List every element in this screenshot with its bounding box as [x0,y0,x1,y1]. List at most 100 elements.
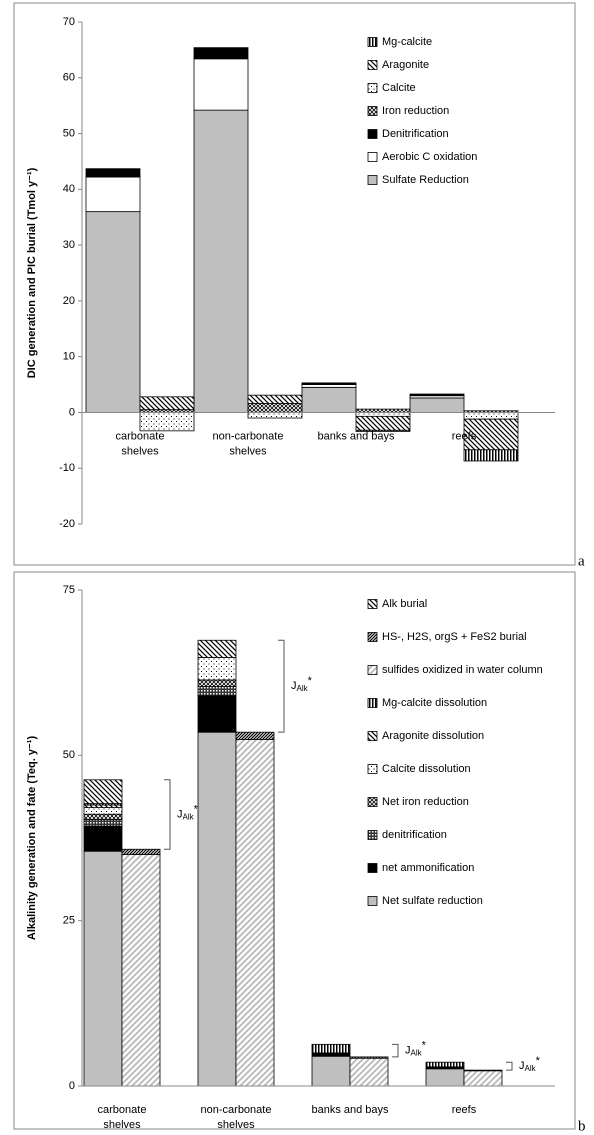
x-tick-label: non-carbonate [201,1104,272,1116]
y-tick-label: 50 [63,127,75,139]
panel-label: b [578,1118,586,1134]
x-tick-label: banks and bays [317,430,395,442]
legend-swatch [367,797,378,807]
legend-label: Aerobic C oxidation [382,151,477,163]
bar-segment [355,415,411,431]
y-tick-label: 50 [63,749,75,761]
y-tick-label: 75 [63,584,75,596]
annotation-sup: * [308,675,313,687]
annotation-sub: Alk [525,1064,537,1073]
legend-label: Mg-calcite [382,36,432,48]
bar-segment [463,1070,503,1087]
annotation-text: J [519,1060,525,1072]
legend-swatch [367,60,378,70]
bar-segment [409,397,465,413]
bar-segment [235,739,275,1087]
legend-swatch [367,665,378,675]
bar-segment [85,176,141,213]
x-tick-label: banks and bays [311,1104,389,1116]
annotation-sup: * [194,803,199,815]
bar-segment [121,854,161,1087]
legend-swatch [367,106,378,116]
legend-label: Calcite [382,82,416,94]
annotation: JAlk* [177,803,199,821]
bar-segment [235,731,275,740]
annotation: JAlk* [405,1040,427,1058]
legend-swatch [367,129,378,139]
annotation: JAlk* [519,1055,541,1073]
bar-segment [197,695,237,733]
bar-segment [139,412,195,432]
bracket [278,639,285,733]
legend-swatch [367,632,378,642]
bar-segment [355,408,411,413]
bar-segment [301,382,357,385]
legend-swatch [367,731,378,741]
bar-segment [83,813,123,820]
legend-label: Calcite dissolution [382,763,471,775]
x-tick-label: shelves [121,445,159,457]
bar-segment [355,412,411,417]
y-tick-label: 20 [63,295,75,307]
bar-segment [139,396,195,411]
bar-segment [197,657,237,681]
y-tick-label: 10 [63,351,75,363]
bar-segment [311,1052,351,1057]
panel-label: a [578,553,585,569]
annotation-text: J [405,1045,411,1057]
bar-segment [463,449,519,462]
legend-swatch [367,698,378,708]
annotation-sup: * [536,1055,541,1067]
annotation-sub: Alk [411,1049,423,1058]
legend-swatch [367,896,378,906]
x-tick-label: reefs [452,1104,477,1116]
bracket [506,1061,513,1071]
bar-segment [197,731,237,1087]
y-tick-label: 25 [63,915,75,927]
legend-label: Iron reduction [382,105,449,117]
bar-segment [425,1061,465,1068]
bar-segment [349,1057,389,1087]
bar-segment [197,686,237,697]
annotation-text: J [291,680,297,692]
legend-label: Alk burial [382,598,427,610]
y-tick-label: 40 [63,183,75,195]
legend-swatch [367,830,378,840]
bar-segment [85,168,141,178]
bar-segment [193,58,249,111]
bar-segment [83,819,123,827]
bracket [392,1043,399,1058]
legend-swatch [367,37,378,47]
legend-label: Net iron reduction [382,796,469,808]
x-tick-label: non-carbonate [213,430,284,442]
bar-segment [355,429,411,432]
legend-label: Denitrification [382,128,449,140]
bar-segment [247,403,303,413]
legend-swatch [367,83,378,93]
bar-segment [197,679,237,687]
y-tick-label: 70 [63,16,75,28]
bar-segment [85,211,141,413]
legend-label: net ammonification [382,862,474,874]
legend-label: denitrification [382,829,447,841]
legend-label: sulfides oxidized in water column [382,664,543,676]
x-tick-label: shelves [217,1119,255,1131]
legend-swatch [367,152,378,162]
bar-segment [83,807,123,815]
bar-segment [121,848,161,855]
x-tick-label: shelves [103,1119,141,1131]
bar-segment [311,1043,351,1054]
bar-segment [83,779,123,805]
legend-swatch [367,175,378,185]
bar-segment [463,412,519,420]
legend-label: Aragonite [382,59,429,71]
y-tick-label: 60 [63,72,75,84]
bar-segment [301,386,357,413]
y-tick-label: 0 [69,1080,75,1092]
x-tick-label: shelves [229,445,267,457]
y-tick-label: -10 [59,462,75,474]
y-axis-label: Alkalinity generation and fate (Teq. y⁻¹… [26,736,38,941]
bar-segment [425,1068,465,1087]
bar-segment [197,639,237,658]
